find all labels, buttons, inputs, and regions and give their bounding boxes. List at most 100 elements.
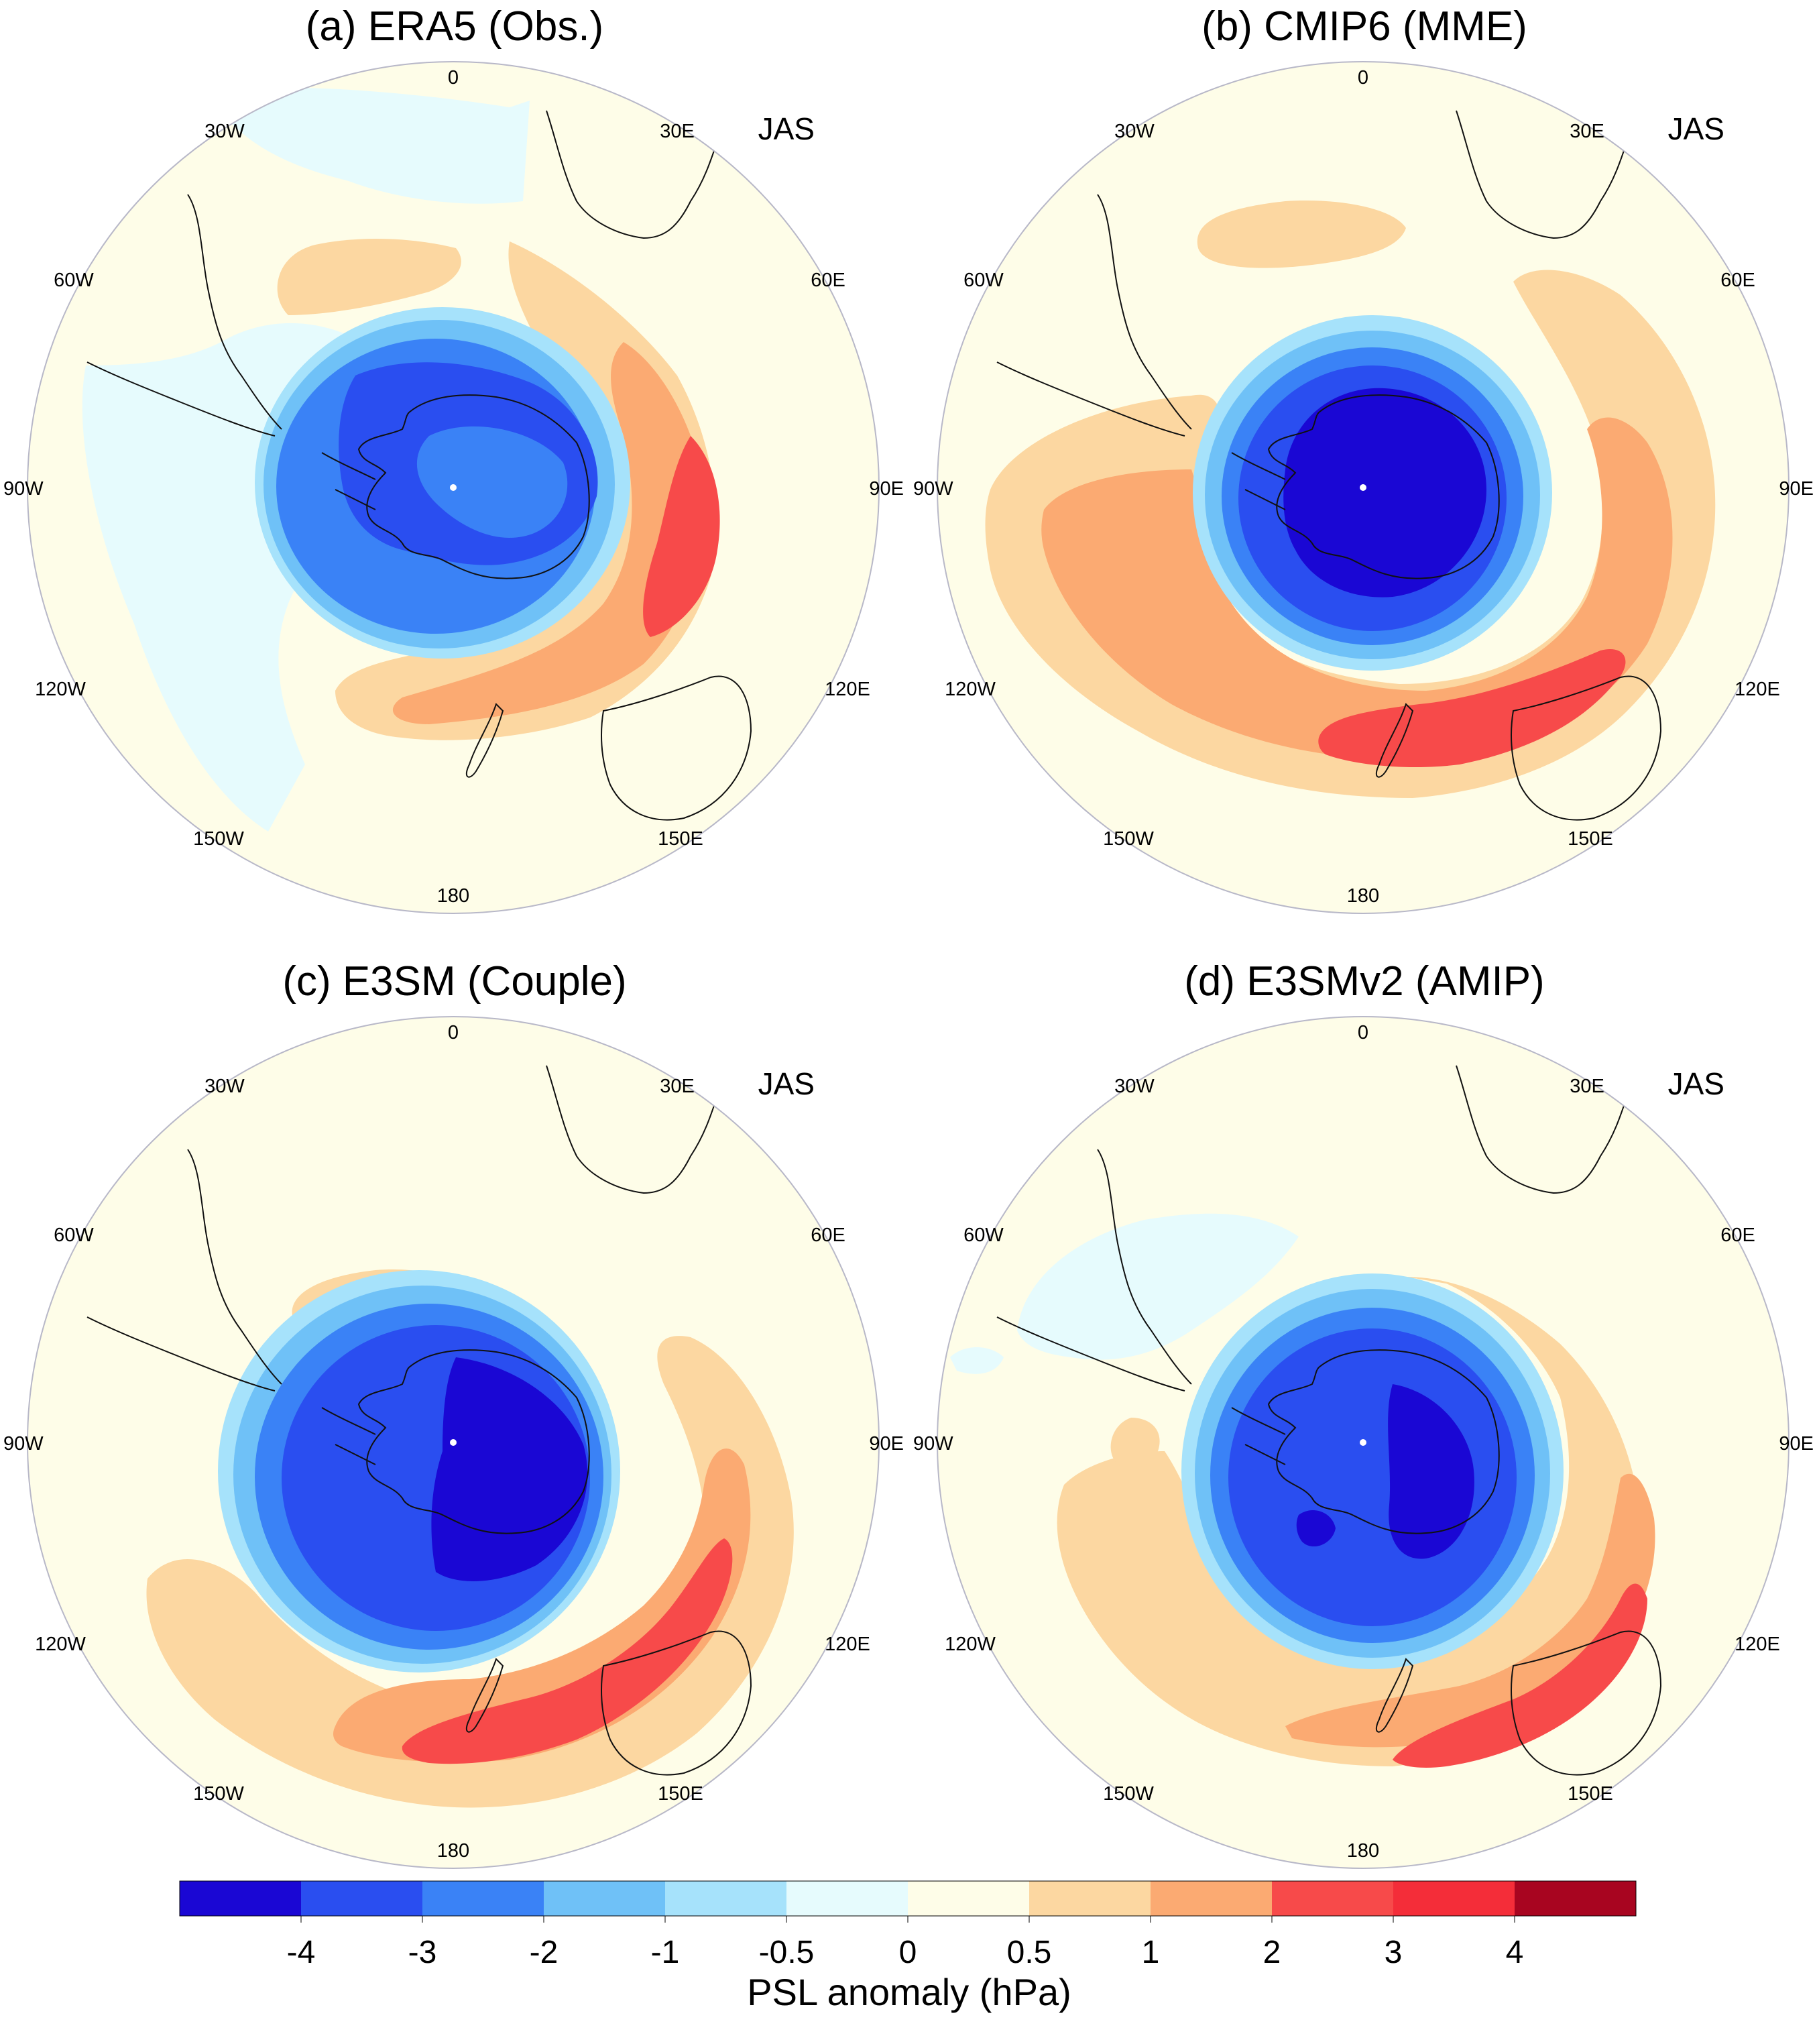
colorbar-tick-label: -0.5 xyxy=(759,1935,815,1970)
coastline-southAmerica xyxy=(996,194,1192,437)
longitude-label: 120E xyxy=(1735,1634,1780,1655)
pole-marker xyxy=(450,1439,457,1446)
colorbar-tick-label: 0.5 xyxy=(1007,1935,1052,1970)
colorbar-swatch xyxy=(1515,1881,1637,1916)
coastline-antarcticPeninsula xyxy=(1231,1407,1286,1465)
longitude-label: 30W xyxy=(1114,1076,1155,1097)
anomaly-region xyxy=(950,1347,1004,1374)
coastline-africa xyxy=(1456,110,1628,239)
panel-c: (c) E3SM (Couple) 0 30E 60E 90E 120E 150E 180 1… xyxy=(0,955,909,1910)
coastline-africa xyxy=(546,110,718,239)
longitude-label: 30W xyxy=(1114,121,1155,142)
longitude-label: 0 xyxy=(1358,1022,1368,1043)
contour-field xyxy=(937,1017,1789,1868)
longitude-label: 60E xyxy=(1720,270,1755,291)
longitude-label: 150E xyxy=(658,828,703,850)
longitude-label: 120E xyxy=(825,1634,870,1655)
colorbar-tick-label: 2 xyxy=(1263,1935,1281,1970)
map-boundary xyxy=(937,61,1789,914)
longitude-label: 120W xyxy=(945,679,996,700)
colorbar-swatch xyxy=(665,1881,787,1916)
longitude-label: 0 xyxy=(448,1022,459,1043)
colorbar-tick-label: -1 xyxy=(651,1935,680,1970)
coastline-newZealand xyxy=(465,703,504,778)
panel-title-a: (a) ERA5 (Obs.) xyxy=(305,3,604,50)
longitude-label: 150E xyxy=(1568,1783,1613,1805)
colorbar-title: PSL anomaly (hPa) xyxy=(747,1971,1071,2013)
colorbar-tick-label: -3 xyxy=(408,1935,437,1970)
longitude-label: 30E xyxy=(660,121,695,142)
longitude-label: 120W xyxy=(945,1634,996,1655)
anomaly-region xyxy=(1197,201,1406,268)
colorbar-swatch xyxy=(1151,1881,1273,1916)
longitude-label: 0 xyxy=(448,67,459,89)
anomaly-region xyxy=(402,1538,733,1764)
longitude-label: 180 xyxy=(437,1840,469,1862)
longitude-label: 60W xyxy=(54,1225,94,1246)
coastlines xyxy=(86,110,752,821)
coastline-antarctica xyxy=(357,1349,590,1534)
coastline-southAmerica xyxy=(86,194,282,437)
coastline-antarcticPeninsula xyxy=(1231,452,1286,510)
colorbar-tick-label: 1 xyxy=(1142,1935,1160,1970)
colorbar-swatch xyxy=(786,1881,908,1916)
longitude-label: 150W xyxy=(193,1783,244,1805)
anomaly-region xyxy=(1057,1277,1642,1766)
anomaly-region xyxy=(277,238,461,315)
longitude-label: 90W xyxy=(913,478,953,500)
polar-map-a: 0 30E 60E 90E 120E 150E 180 150W 120W 90W 60W 30W JA… xyxy=(3,61,904,914)
colorbar-tick-label: -2 xyxy=(530,1935,559,1970)
longitude-label: 90W xyxy=(913,1433,953,1455)
colorbar-swatch xyxy=(544,1881,666,1916)
coastline-africa xyxy=(546,1065,718,1194)
longitude-label: 30E xyxy=(1570,1076,1604,1097)
longitude-label: 180 xyxy=(1347,1840,1379,1862)
anomaly-region xyxy=(1388,1384,1474,1559)
panel-title-c: (c) E3SM (Couple) xyxy=(282,958,627,1005)
pole-marker xyxy=(450,484,457,491)
longitude-label: 150E xyxy=(1568,828,1613,850)
season-label: JAS xyxy=(758,111,815,146)
season-label: JAS xyxy=(1668,1066,1724,1101)
panel-title-d: (d) E3SMv2 (AMIP) xyxy=(1184,958,1545,1005)
longitude-label: 0 xyxy=(1358,67,1368,89)
longitude-label: 150W xyxy=(1103,1783,1154,1805)
longitude-label: 120W xyxy=(35,1634,86,1655)
colorbar-tick-label: -4 xyxy=(287,1935,316,1970)
longitude-label: 60W xyxy=(54,270,94,291)
coastline-australia xyxy=(601,675,752,821)
colorbar-swatch xyxy=(1272,1881,1394,1916)
panel-d: (d) E3SMv2 (AMIP) 0 30E 60E 90E 120E 150E 180 1… xyxy=(910,955,1819,1910)
anomaly-region xyxy=(643,436,720,637)
longitude-label: 90E xyxy=(869,478,904,500)
longitude-label: 120E xyxy=(825,679,870,700)
longitude-label: 90W xyxy=(3,1433,44,1455)
colorbar-swatch xyxy=(1029,1881,1151,1916)
coastline-australia xyxy=(1511,675,1662,821)
coastlines xyxy=(996,110,1662,821)
coastline-antarctica xyxy=(1267,394,1500,579)
anomaly-region xyxy=(1017,1213,1299,1360)
coastline-australia xyxy=(1511,1630,1662,1776)
longitude-label: 60E xyxy=(811,270,845,291)
longitude-label: 90E xyxy=(1779,1433,1814,1455)
longitude-label: 90E xyxy=(869,1433,904,1455)
panel-b: (b) CMIP6 (MME) 0 30E 60E 90E 120E 150E 180 150… xyxy=(910,0,1819,955)
season-label: JAS xyxy=(758,1066,815,1101)
anomaly-region xyxy=(1228,1328,1517,1626)
map-boundary xyxy=(937,1016,1789,1869)
coastline-australia xyxy=(601,1630,752,1776)
colorbar: -4 -3 -2 -1 -0.5 0 0.5 1 2 3 4 PSL anomaly (hPa) xyxy=(179,1880,1637,2013)
longitude-label: 60W xyxy=(963,1225,1004,1246)
coastlines xyxy=(86,1065,752,1776)
anomaly-region xyxy=(208,87,530,204)
longitude-label: 60W xyxy=(963,270,1004,291)
colorbar-swatch xyxy=(422,1881,544,1916)
anomaly-region xyxy=(1283,388,1486,598)
anomaly-region xyxy=(1318,649,1626,768)
polar-map-c: 0 30E 60E 90E 120E 150E 180 150W 120W 90W 60W 30W JA… xyxy=(3,1016,904,1869)
coastline-africa xyxy=(1456,1065,1628,1194)
pole-marker xyxy=(1360,484,1366,491)
longitude-label: 30E xyxy=(1570,121,1604,142)
coastlines xyxy=(996,1065,1662,1776)
